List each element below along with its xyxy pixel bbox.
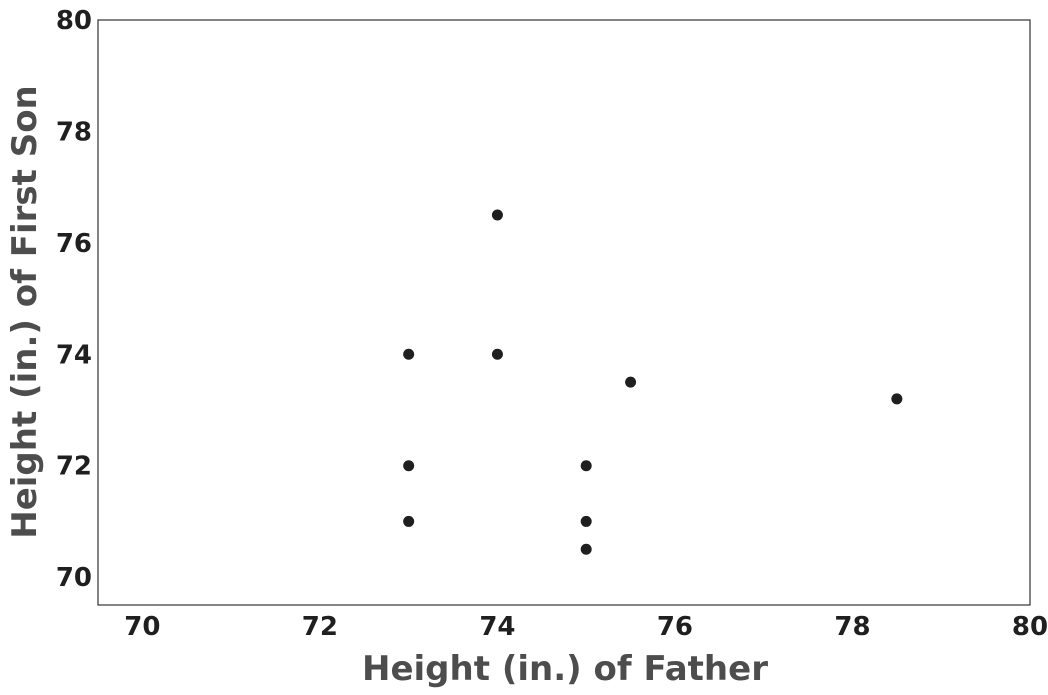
- x-tick-label: 78: [834, 612, 870, 642]
- y-tick-label: 72: [56, 452, 92, 482]
- scatter-point: [403, 460, 415, 472]
- x-tick-label: 80: [1012, 612, 1048, 642]
- scatter-point: [891, 393, 903, 405]
- scatter-point: [491, 348, 503, 360]
- x-tick-label: 70: [124, 612, 160, 642]
- y-tick-label: 80: [56, 6, 92, 36]
- scatter-point: [580, 460, 592, 472]
- scatter-point: [625, 376, 637, 388]
- x-axis-ticks: 70 72 74 76 78 80: [124, 612, 1048, 642]
- scatter-point: [403, 348, 415, 360]
- y-tick-label: 74: [56, 340, 92, 370]
- scatter-point: [580, 543, 592, 555]
- scatter-point: [491, 209, 503, 221]
- x-tick-label: 74: [479, 612, 515, 642]
- y-tick-label: 78: [56, 117, 92, 147]
- y-tick-label: 70: [56, 563, 92, 593]
- y-axis-title: Height (in.) of First Son: [5, 85, 45, 539]
- scatter-point: [580, 515, 592, 527]
- x-axis-title: Height (in.) of Father: [362, 649, 768, 689]
- scatter-point: [403, 515, 415, 527]
- data-points: [403, 209, 903, 555]
- y-axis-ticks: 70 72 74 76 78 80: [56, 6, 92, 593]
- x-tick-label: 76: [657, 612, 693, 642]
- plot-area-frame: [97, 19, 1031, 606]
- x-tick-label: 72: [302, 612, 338, 642]
- y-tick-label: 76: [56, 229, 92, 259]
